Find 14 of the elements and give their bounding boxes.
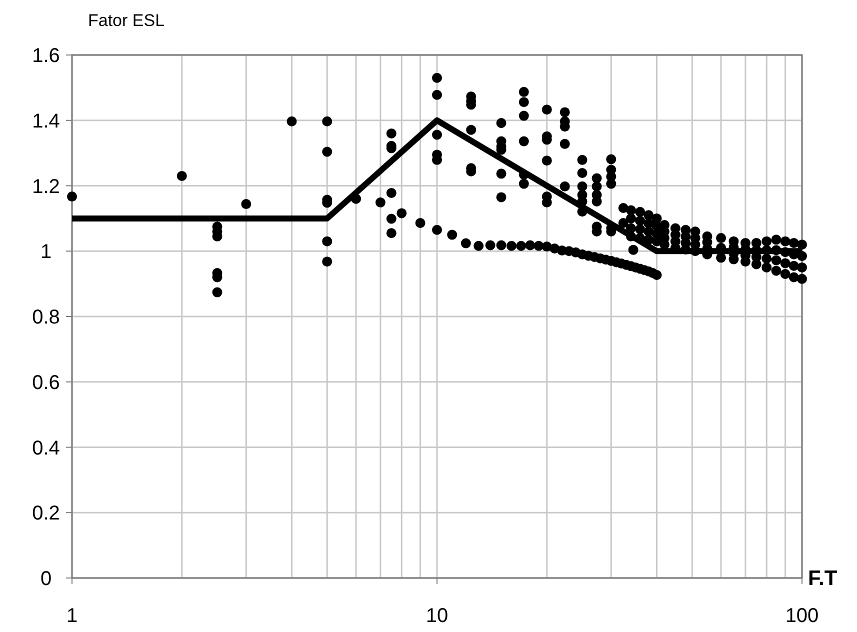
x-tick-label: 100 [785, 605, 819, 627]
y-tick-label: 0.2 [32, 502, 60, 525]
x-axis-title: F.T [808, 567, 838, 590]
y-tick-label: 0.6 [32, 372, 60, 394]
y-tick-label: 1 [40, 241, 52, 264]
y-tick-label: 0 [40, 568, 52, 590]
x-tick-label: 10 [426, 605, 448, 627]
x-tick-label: 1 [66, 605, 78, 627]
y-tick-label: 1.6 [32, 45, 60, 67]
y-tick-label: 0.4 [32, 437, 60, 460]
y-tick-label: 0.8 [32, 306, 60, 328]
y-tick-label: 1.2 [32, 176, 60, 198]
y-axis-title: Fator ESL [88, 11, 165, 30]
y-tick-label: 1.4 [32, 110, 60, 132]
